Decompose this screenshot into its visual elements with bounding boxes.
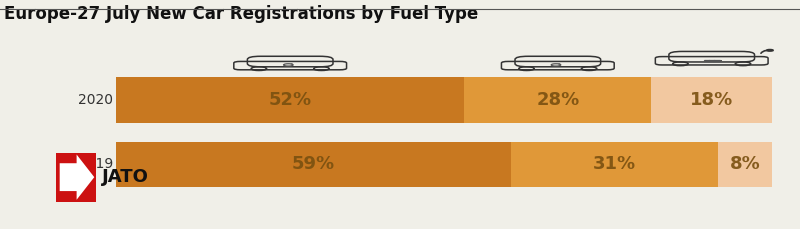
Text: 18%: 18% xyxy=(690,91,734,109)
Polygon shape xyxy=(60,155,94,200)
Bar xyxy=(116,142,511,187)
Bar xyxy=(704,60,720,61)
Text: 8%: 8% xyxy=(730,155,761,173)
Text: Europe-27 July New Car Registrations by Fuel Type: Europe-27 July New Car Registrations by … xyxy=(4,5,478,23)
Bar xyxy=(511,142,718,187)
Text: 2019: 2019 xyxy=(78,158,113,172)
Bar xyxy=(56,153,97,202)
Text: 31%: 31% xyxy=(593,155,636,173)
Text: 28%: 28% xyxy=(536,91,579,109)
Bar xyxy=(464,77,651,123)
Text: 2020: 2020 xyxy=(78,93,113,107)
Text: 59%: 59% xyxy=(292,155,335,173)
Text: 52%: 52% xyxy=(269,91,312,109)
Bar xyxy=(116,77,464,123)
Text: JATO: JATO xyxy=(102,168,149,186)
Bar xyxy=(651,77,772,123)
Bar xyxy=(718,142,772,187)
Bar xyxy=(720,60,722,61)
